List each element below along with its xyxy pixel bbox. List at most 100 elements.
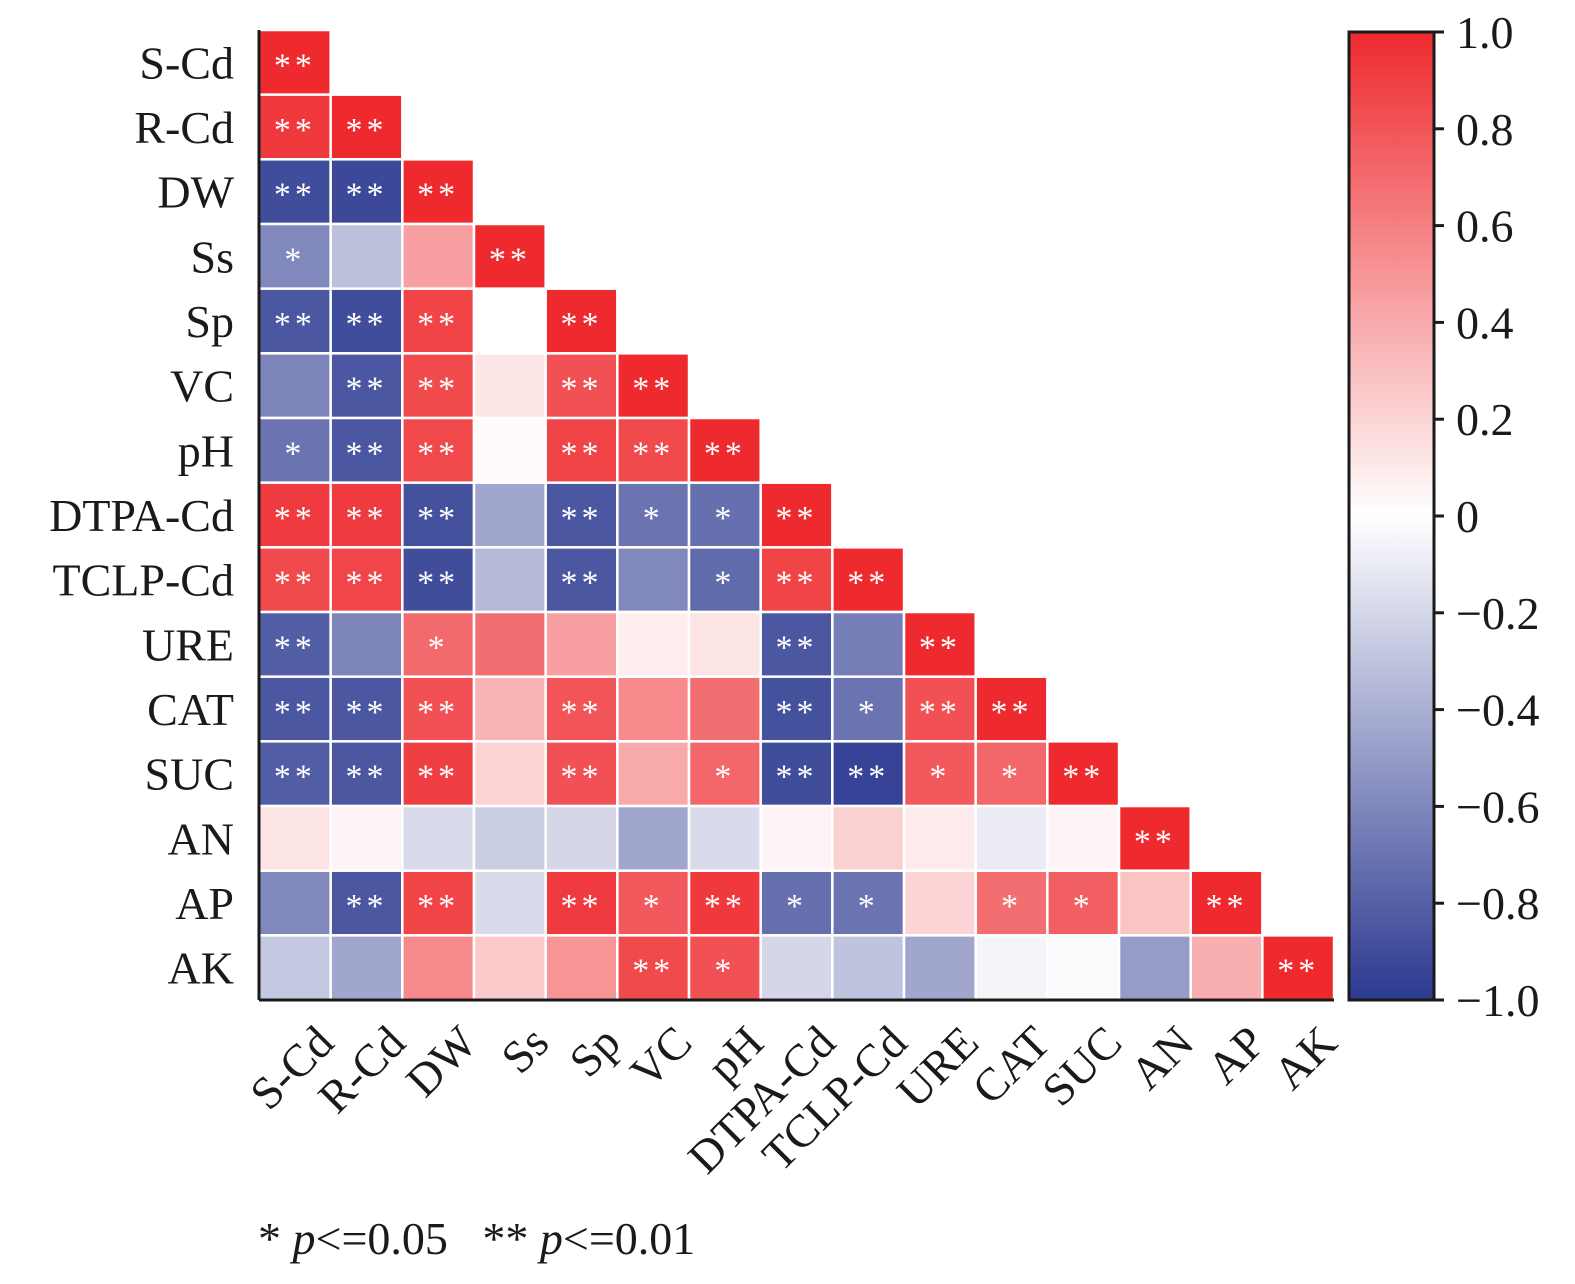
- significance-mark: **: [991, 694, 1033, 731]
- significance-mark: **: [561, 694, 603, 731]
- heatmap-cell-AK-DTPA-Cd: [759, 934, 834, 1002]
- significance-mark: **: [561, 500, 603, 537]
- heatmap-cell-SUC-SUC: [1046, 740, 1121, 808]
- colorbar-tick-label: 0: [1456, 491, 1479, 542]
- colorbar-tick-label: −0.8: [1456, 878, 1539, 929]
- significance-mark: **: [561, 888, 603, 925]
- colorbar-tick-label: −0.6: [1456, 781, 1539, 832]
- significance-mark: **: [919, 694, 961, 731]
- row-label: R-Cd: [134, 102, 234, 153]
- heatmap-cell-pH-S-Cd: [257, 416, 332, 484]
- significance-mark: *: [284, 241, 305, 278]
- significance-mark: **: [346, 435, 388, 472]
- heatmap-cell-AN-AN: [1117, 804, 1192, 872]
- significance-mark: **: [847, 759, 889, 796]
- heatmap-cell-AP-URE: [902, 869, 977, 937]
- heatmap-cell-SUC-CAT: [974, 740, 1049, 808]
- row-label: CAT: [147, 684, 234, 735]
- row-label: Sp: [185, 296, 234, 347]
- colorbar-tick-label: 0.6: [1456, 201, 1514, 252]
- heatmap-cell-TCLP-Cd-TCLP-Cd: [831, 546, 906, 614]
- significance-mark: **: [704, 435, 746, 472]
- significance-mark: **: [632, 371, 674, 408]
- heatmap-cell-AK-R-Cd: [329, 934, 404, 1002]
- significance-mark: *: [929, 759, 950, 796]
- heatmap-cell-Sp-Ss: [472, 287, 547, 355]
- heatmap-cell-VC-Ss: [472, 352, 547, 420]
- heatmap-cell-SUC-VC: [616, 740, 691, 808]
- heatmap-cell-CAT-CAT: [974, 675, 1049, 743]
- significance-mark: **: [561, 435, 603, 472]
- heatmap-cell-SUC-Ss: [472, 740, 547, 808]
- significance-mark: *: [714, 953, 735, 990]
- heatmap-cell-URE-TCLP-Cd: [831, 610, 906, 678]
- column-label: SUC: [1032, 1016, 1131, 1115]
- significance-mark: **: [561, 759, 603, 796]
- heatmap-cells: [257, 28, 1336, 1002]
- row-label: SUC: [145, 749, 234, 800]
- heatmap-cell-AN-SUC: [1046, 804, 1121, 872]
- row-labels: S-Cd R-Cd DW Ss Sp VC pH DTPA-Cd TCLP-Cd URE CAT SU…: [49, 37, 234, 993]
- column-label: Ss: [491, 1016, 558, 1083]
- heatmap-cell-AP-pH: [687, 869, 762, 937]
- heatmap-cell-AN-Ss: [472, 804, 547, 872]
- heatmap-cell-DTPA-Cd-DTPA-Cd: [759, 481, 834, 549]
- heatmap-cell-VC-VC: [616, 352, 691, 420]
- significance-mark: **: [489, 241, 531, 278]
- legend-p-symbol-2: p: [539, 1213, 563, 1264]
- significance-mark: **: [776, 694, 818, 731]
- row-label: pH: [178, 425, 234, 476]
- significance-mark: **: [346, 694, 388, 731]
- significance-mark: **: [346, 306, 388, 343]
- heatmap-cell-AN-CAT: [974, 804, 1049, 872]
- heatmap-cell-AP-CAT: [974, 869, 1049, 937]
- heatmap-cell-DTPA-Cd-DW: [401, 481, 476, 549]
- significance-mark: **: [776, 629, 818, 666]
- significance-mark: *: [714, 500, 735, 537]
- column-label: Sp: [559, 1016, 629, 1086]
- legend-p-symbol-1: p: [292, 1213, 316, 1264]
- heatmap-cell-URE-DW: [401, 610, 476, 678]
- significance-mark: **: [1277, 953, 1319, 990]
- heatmap-cell-AK-AP: [1189, 934, 1264, 1002]
- heatmap-cell-URE-pH: [687, 610, 762, 678]
- significance-mark: **: [776, 500, 818, 537]
- significance-mark: *: [1001, 888, 1022, 925]
- heatmap-cell-SUC-pH: [687, 740, 762, 808]
- heatmap-cell-AK-DW: [401, 934, 476, 1002]
- heatmap-cell-AP-VC: [616, 869, 691, 937]
- significance-mark: **: [561, 306, 603, 343]
- significance-mark: **: [417, 306, 459, 343]
- heatmap-cell-AP-SUC: [1046, 869, 1121, 937]
- significance-mark: **: [1134, 823, 1176, 860]
- heatmap-cell-AN-VC: [616, 804, 691, 872]
- row-label: AP: [175, 878, 234, 929]
- row-label: URE: [142, 619, 234, 670]
- heatmap-cell-AN-URE: [902, 804, 977, 872]
- heatmap-cell-AK-URE: [902, 934, 977, 1002]
- heatmap-cell-DTPA-Cd-S-Cd: [257, 481, 332, 549]
- heatmap-cell-AP-DTPA-Cd: [759, 869, 834, 937]
- heatmap-cell-AN-TCLP-Cd: [831, 804, 906, 872]
- heatmap-cell-URE-Sp: [544, 610, 619, 678]
- heatmap-cell-AK-CAT: [974, 934, 1049, 1002]
- significance-mark: **: [704, 888, 746, 925]
- significance-mark: **: [417, 371, 459, 408]
- heatmap-cell-AP-Ss: [472, 869, 547, 937]
- colorbar-tick-label: 0.2: [1456, 394, 1514, 445]
- row-label: DTPA-Cd: [49, 490, 234, 541]
- significance-mark: **: [417, 565, 459, 602]
- heatmap-cell-AN-R-Cd: [329, 804, 404, 872]
- legend-threshold-1: <=0.05: [315, 1213, 448, 1264]
- heatmap-cell-Sp-R-Cd: [329, 287, 404, 355]
- column-label: CAT: [962, 1016, 1060, 1114]
- colorbar-tick-label: 1.0: [1456, 7, 1514, 58]
- heatmap-cell-SUC-S-Cd: [257, 740, 332, 808]
- significance-mark: **: [274, 694, 316, 731]
- significance-mark: **: [274, 565, 316, 602]
- colorbar-gradient: [1347, 30, 1436, 1002]
- significance-mark: *: [643, 888, 664, 925]
- heatmap-cell-CAT-Ss: [472, 675, 547, 743]
- significance-mark: *: [858, 694, 879, 731]
